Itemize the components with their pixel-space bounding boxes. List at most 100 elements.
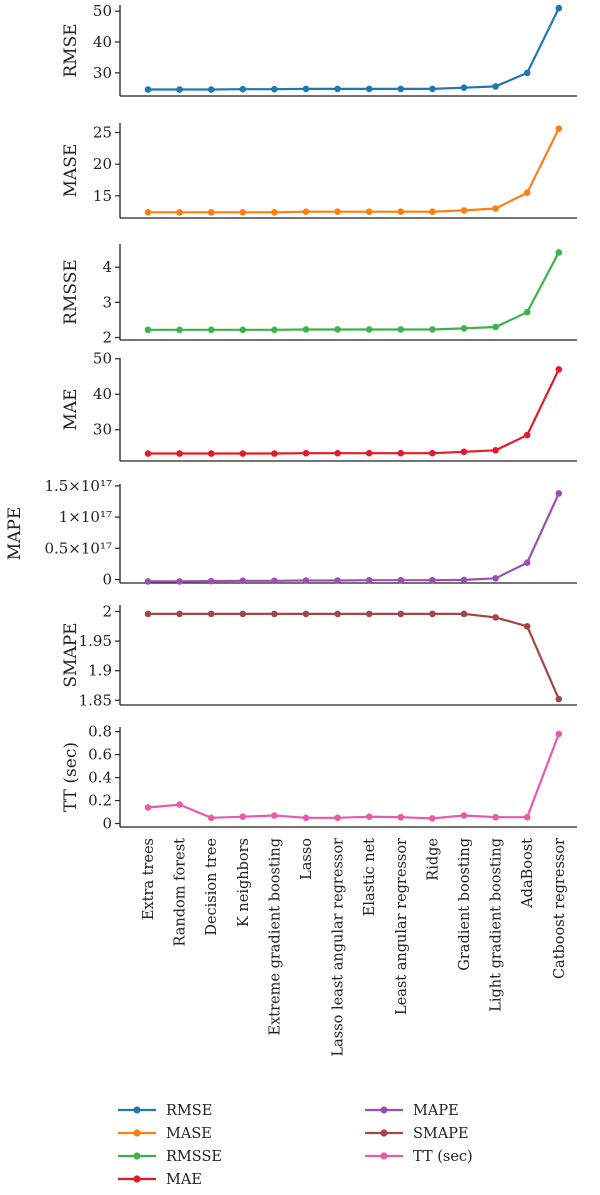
data-point	[271, 610, 278, 618]
series-line-rmse	[148, 7, 560, 91]
data-point	[271, 450, 278, 457]
data-point	[523, 559, 531, 567]
data-point	[144, 610, 152, 618]
x-category-label: K neighbors	[236, 838, 252, 927]
legend-swatch-marker	[380, 1106, 388, 1114]
data-point	[176, 801, 183, 808]
data-point	[334, 326, 341, 333]
data-point	[176, 326, 183, 334]
panel-mae: 30 40 50 MAE	[61, 350, 577, 462]
data-point	[523, 69, 531, 77]
data-point	[365, 813, 373, 820]
x-category-label: Lasso	[299, 838, 315, 880]
data-point	[555, 125, 563, 132]
y-tick-label: 0.5×10¹⁷	[44, 539, 112, 557]
panel-mape: 0 0.5×10¹⁷ 1×10¹⁷ 1.5×10¹⁷ MAPE	[5, 477, 577, 589]
data-point	[397, 85, 405, 93]
x-category-label: Catboost regressor	[552, 838, 568, 979]
data-point	[302, 610, 310, 618]
data-point	[239, 450, 247, 457]
y-tick-label: 4	[102, 258, 112, 276]
y-tick-label: 15	[93, 187, 112, 205]
chart-panels: 304050RMSE152025MASE234RMSSE304050MAE00.…	[5, 2, 577, 833]
data-point	[523, 308, 531, 316]
data-point	[239, 610, 247, 618]
x-category-label: Elastic net	[362, 838, 378, 916]
y-axis-label: RMSSE	[61, 259, 81, 325]
data-point	[334, 449, 341, 457]
data-point	[271, 812, 278, 819]
legend-swatch-marker	[380, 1152, 388, 1160]
legend-item-smape: SMAPE	[365, 1126, 469, 1142]
y-tick-label: 30	[93, 421, 112, 439]
y-axis-label: MAE	[61, 388, 81, 430]
y-tick-label: 1.95	[79, 632, 112, 650]
data-point	[239, 209, 247, 216]
data-point	[460, 325, 468, 332]
data-point	[460, 84, 468, 91]
y-tick-label: 2	[102, 329, 112, 347]
y-tick-label: 0.4	[88, 769, 112, 787]
y-tick-label: 0.8	[88, 723, 112, 741]
y-tick-label: 1.9	[88, 662, 112, 680]
legend-label: RMSE	[166, 1103, 212, 1119]
series-line-mae	[148, 368, 560, 455]
legend-label: MASE	[166, 1126, 212, 1142]
y-tick-label: 1.85	[79, 691, 112, 709]
legend-item-tt-sec: TT (sec)	[365, 1149, 473, 1165]
data-point	[523, 189, 531, 196]
panel-tt-sec: 0 0.2 0.4 0.6 0.8 TT (sec)	[61, 723, 577, 833]
data-point	[492, 205, 499, 212]
data-point	[176, 86, 183, 93]
data-point	[239, 85, 247, 93]
y-tick-label: 0.6	[88, 746, 112, 764]
data-point	[144, 804, 152, 811]
x-category-label: Light gradient boosting	[489, 838, 505, 1012]
data-point	[176, 450, 183, 457]
legend-item-rmse: RMSE	[118, 1103, 212, 1119]
data-point	[460, 207, 468, 214]
data-point	[239, 577, 247, 585]
data-point	[460, 576, 468, 584]
data-point	[429, 326, 436, 333]
data-point	[176, 578, 183, 585]
legend-swatch-marker	[133, 1152, 141, 1160]
y-axis-label: MASE	[61, 144, 81, 198]
data-point	[555, 730, 563, 738]
data-point	[365, 610, 373, 618]
legend-label: SMAPE	[413, 1126, 469, 1142]
panel-smape: 1.85 1.9 1.95 2 SMAPE	[61, 603, 577, 709]
data-point	[429, 815, 436, 822]
series-line-smape	[148, 612, 560, 700]
data-point	[460, 812, 468, 819]
data-point	[397, 610, 405, 618]
data-point	[365, 449, 373, 457]
y-tick-label: 40	[93, 33, 112, 51]
data-point	[334, 577, 341, 584]
data-point	[429, 449, 436, 457]
data-point	[397, 813, 405, 821]
x-category-label: Gradient boosting	[457, 838, 473, 971]
x-category-label: Extra trees	[141, 838, 157, 920]
data-point	[492, 813, 499, 821]
data-point	[334, 208, 341, 215]
data-point	[460, 610, 468, 618]
data-point	[523, 623, 531, 630]
data-point	[144, 326, 152, 334]
y-axis-label: MAPE	[5, 507, 25, 561]
x-category-label: Ridge	[425, 838, 441, 881]
y-tick-label: 1.5×10¹⁷	[44, 477, 112, 495]
data-point	[271, 209, 278, 216]
y-axis-label: TT (sec)	[61, 742, 81, 812]
data-point	[460, 448, 468, 456]
data-point	[429, 576, 436, 584]
x-category-label: Random forest	[173, 838, 189, 947]
data-point	[302, 326, 310, 333]
data-point	[144, 578, 152, 585]
data-point	[207, 326, 215, 334]
data-point	[555, 249, 563, 256]
data-point	[365, 576, 373, 584]
data-point	[523, 431, 531, 439]
data-point	[492, 447, 499, 454]
data-point	[397, 449, 405, 457]
